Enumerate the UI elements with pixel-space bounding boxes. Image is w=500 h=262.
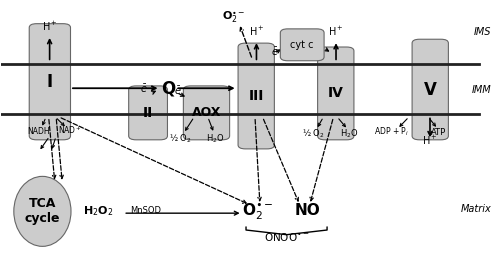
Text: V: V [424,80,436,99]
Text: H$_2$O$_2$: H$_2$O$_2$ [83,204,114,218]
Text: $\bar{e}$: $\bar{e}$ [140,83,148,95]
Text: IMM: IMM [472,85,491,95]
FancyBboxPatch shape [280,29,324,61]
Ellipse shape [14,176,71,246]
Text: $\bar{e}$: $\bar{e}$ [271,46,278,58]
FancyBboxPatch shape [184,86,230,140]
Text: NADH: NADH [28,127,50,136]
FancyBboxPatch shape [238,43,275,149]
Text: AOX: AOX [192,106,221,119]
Text: ½ O$_2$: ½ O$_2$ [169,132,192,145]
Text: III: III [248,89,264,103]
Text: ATP: ATP [432,128,446,137]
FancyBboxPatch shape [318,47,354,140]
FancyBboxPatch shape [29,24,70,140]
Text: Q: Q [161,79,175,97]
Text: II: II [143,106,153,120]
Text: H$_2$O: H$_2$O [340,127,358,140]
Text: ONOO$^{\bullet-}$: ONOO$^{\bullet-}$ [264,231,310,243]
Text: TCA
cycle: TCA cycle [24,197,60,225]
Text: H$^+$: H$^+$ [422,134,438,147]
Text: H$^+$: H$^+$ [328,25,344,39]
Text: H$^+$: H$^+$ [42,20,58,33]
Text: ½ O$_2$: ½ O$_2$ [302,127,325,140]
Text: O$_2^{\bullet-}$: O$_2^{\bullet-}$ [242,201,274,222]
Text: IMS: IMS [474,28,491,37]
Text: ADP + P$_i$: ADP + P$_i$ [374,126,409,138]
Text: NO: NO [294,203,320,218]
Text: I: I [47,73,53,91]
Text: MnSOD: MnSOD [130,206,161,215]
FancyBboxPatch shape [412,39,449,140]
Text: H$_2$O: H$_2$O [206,132,225,145]
Text: NAD$^+$: NAD$^+$ [58,124,82,136]
FancyBboxPatch shape [128,86,168,140]
Text: O$_2^{\bullet-}$: O$_2^{\bullet-}$ [222,10,246,25]
Text: Matrix: Matrix [460,204,491,214]
Text: H$^+$: H$^+$ [248,25,264,39]
Text: $\bar{e}$: $\bar{e}$ [174,85,182,97]
Text: IV: IV [328,86,344,100]
Text: cyt c: cyt c [290,40,314,50]
